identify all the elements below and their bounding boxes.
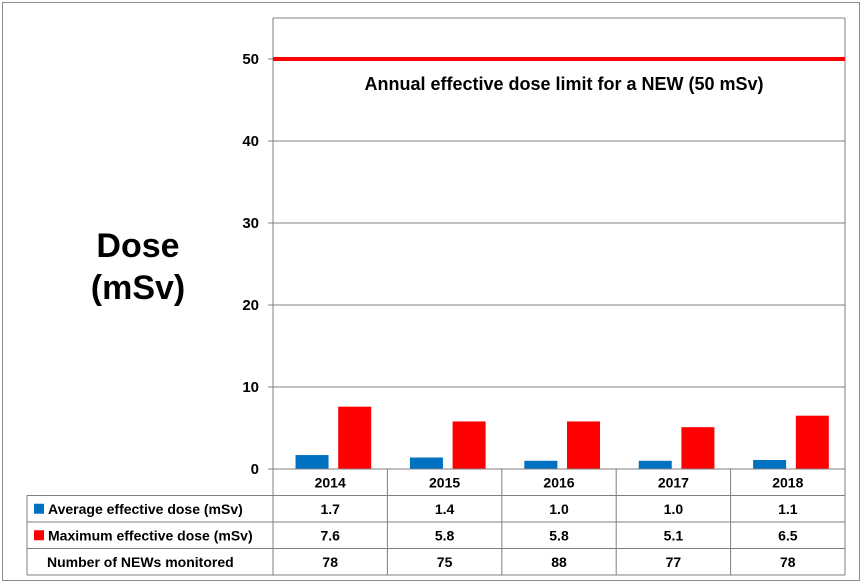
y-axis-label-line2: (mSv)	[90, 269, 186, 307]
max-dose-bar-2016	[567, 421, 601, 469]
max-dose-bar-2014	[338, 406, 372, 469]
news-monitored-value: 75	[437, 554, 453, 570]
y-tick-label: 0	[251, 461, 259, 478]
avg-dose-legend-key	[34, 503, 44, 514]
y-tick-label: 20	[242, 297, 259, 314]
max-dose-value: 5.8	[549, 527, 569, 543]
max-dose-bar-2015	[452, 421, 486, 469]
max-dose-bar-2017	[681, 427, 715, 469]
y-tick-label: 30	[242, 215, 259, 232]
avg-dose-bar-2015	[409, 457, 443, 469]
avg-dose-value: 1.7	[320, 501, 340, 517]
avg-dose-row-label: Average effective dose (mSv)	[48, 501, 243, 517]
y-tick-label: 40	[242, 133, 259, 150]
max-dose-value: 6.5	[778, 527, 798, 543]
reference-line-label: Annual effective dose limit for a NEW (5…	[364, 74, 763, 94]
max-dose-bar-2018	[795, 415, 829, 469]
max-dose-row-label: Maximum effective dose (mSv)	[48, 527, 253, 543]
avg-dose-bar-2018	[753, 459, 787, 469]
x-tick-label: 2015	[429, 474, 460, 490]
avg-dose-value: 1.4	[435, 501, 455, 517]
avg-dose-value: 1.1	[778, 501, 798, 517]
x-tick-label: 2018	[772, 474, 803, 490]
avg-dose-value: 1.0	[549, 501, 569, 517]
y-tick-label: 50	[242, 51, 259, 68]
avg-dose-bar-2017	[638, 460, 672, 469]
news-monitored-value: 88	[551, 554, 567, 570]
x-tick-label: 2014	[315, 474, 346, 490]
avg-dose-value: 1.0	[664, 501, 684, 517]
max-dose-value: 5.8	[435, 527, 455, 543]
news-monitored-value: 77	[666, 554, 682, 570]
news-monitored-value: 78	[780, 554, 796, 570]
y-axis-label: Dose (mSv)	[80, 225, 196, 309]
x-tick-label: 2016	[543, 474, 574, 490]
avg-dose-bar-2014	[295, 455, 329, 469]
news-monitored-row-label: Number of NEWs monitored	[47, 554, 234, 570]
avg-dose-bar-2016	[524, 460, 558, 469]
max-dose-value: 7.6	[320, 527, 340, 543]
y-tick-label: 10	[242, 379, 259, 396]
x-tick-label: 2017	[658, 474, 689, 490]
max-dose-value: 5.1	[664, 527, 684, 543]
y-axis-label-line1: Dose	[96, 227, 180, 265]
news-monitored-value: 78	[322, 554, 338, 570]
max-dose-legend-key	[34, 530, 44, 541]
